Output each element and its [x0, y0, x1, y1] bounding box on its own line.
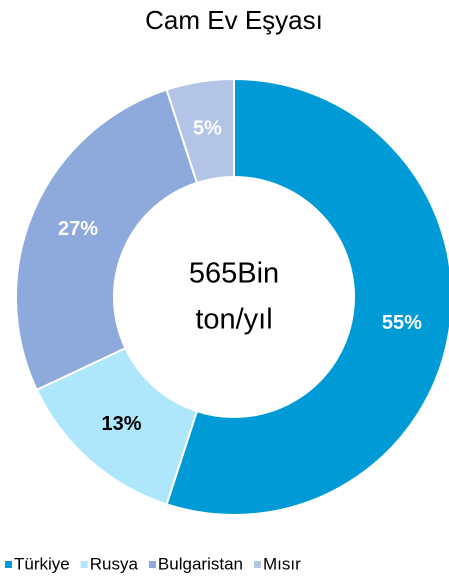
- legend-label: Rusya: [90, 554, 139, 573]
- donut-slice: [15, 88, 199, 392]
- legend-label: Türkiye: [14, 554, 70, 573]
- data-label: 5%: [193, 117, 222, 139]
- donut-slice: [165, 77, 235, 185]
- data-label: 27%: [58, 218, 98, 240]
- legend-label: Mısır: [263, 554, 301, 573]
- donut-slice: [165, 77, 449, 516]
- legend-marker: [253, 561, 261, 568]
- chart-title: Cam Ev Eşyası: [145, 5, 323, 35]
- data-label: 13%: [102, 413, 142, 435]
- legend-label: Bulgaristan: [158, 554, 243, 573]
- data-label: 55%: [382, 312, 422, 334]
- center-text: ton/yıl: [195, 304, 272, 336]
- legend-marker: [148, 561, 156, 568]
- center-text: 565Bin: [189, 258, 279, 290]
- legend-marker: [80, 561, 88, 568]
- legend-marker: [5, 561, 12, 568]
